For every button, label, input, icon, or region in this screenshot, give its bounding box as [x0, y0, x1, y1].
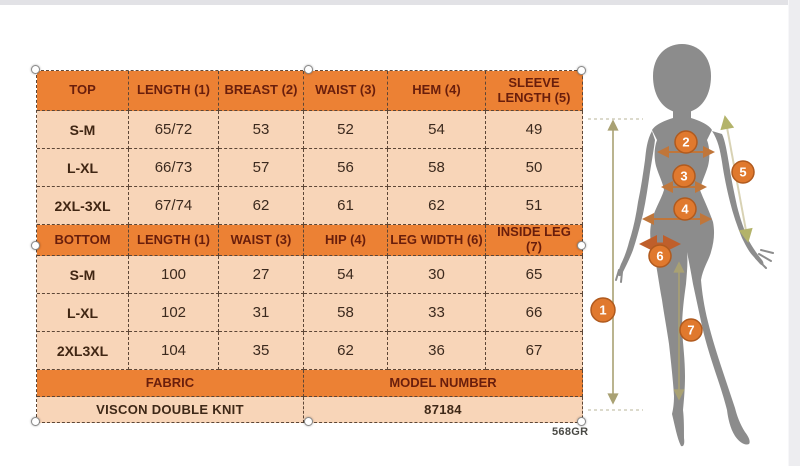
bottom-header-cell: HIP (4) — [304, 225, 388, 256]
value-cell: 54 — [304, 256, 388, 294]
selection-handle-top-middle[interactable] — [304, 65, 313, 74]
value-cell: 66/73 — [129, 149, 219, 187]
svg-text:2: 2 — [682, 135, 689, 150]
value-cell: 51 — [486, 187, 583, 225]
marker-circle-7: 7 — [679, 318, 703, 342]
marker-circle-5: 5 — [731, 160, 755, 184]
female-silhouette — [615, 44, 774, 447]
selection-handle-bottom-right[interactable] — [577, 417, 586, 426]
value-cell: 66 — [486, 294, 583, 332]
value-cell: 31 — [219, 294, 304, 332]
value-cell: 102 — [129, 294, 219, 332]
model-number-header-cell: MODEL NUMBER — [304, 370, 583, 397]
value-cell: 52 — [304, 111, 388, 149]
fabric-value-cell: VISCON DOUBLE KNIT — [37, 397, 304, 423]
marker-circle-3: 3 — [672, 164, 696, 188]
size-cell: S-M — [37, 256, 129, 294]
top-edge-strip — [0, 0, 800, 5]
value-cell: 100 — [129, 256, 219, 294]
value-cell: 62 — [388, 187, 486, 225]
silhouette-head — [653, 44, 711, 112]
value-cell: 67 — [486, 332, 583, 370]
value-cell: 50 — [486, 149, 583, 187]
measure-arrow-length — [588, 118, 643, 411]
value-cell: 36 — [388, 332, 486, 370]
value-cell: 65 — [486, 256, 583, 294]
fabric-header-cell: FABRIC — [37, 370, 304, 397]
selection-handle-bottom-left[interactable] — [31, 417, 40, 426]
size-cell: L-XL — [37, 294, 129, 332]
bottom-header-cell: BOTTOM — [37, 225, 129, 256]
value-cell: 53 — [219, 111, 304, 149]
size-cell: S-M — [37, 111, 129, 149]
top-header-cell: HEM (4) — [388, 71, 486, 111]
value-cell: 56 — [304, 149, 388, 187]
selection-handle-middle-right[interactable] — [577, 241, 586, 250]
selection-handle-top-left[interactable] — [31, 65, 40, 74]
value-cell: 58 — [388, 149, 486, 187]
value-cell: 62 — [304, 332, 388, 370]
model-figure: 1 2 3 4 5 6 7 — [588, 44, 774, 447]
selection-handle-middle-left[interactable] — [31, 241, 40, 250]
value-cell: 49 — [486, 111, 583, 149]
value-cell: 61 — [304, 187, 388, 225]
value-cell: 57 — [219, 149, 304, 187]
marker-circle-2: 2 — [674, 130, 698, 154]
size-chart-table: TOP LENGTH (1) BREAST (2) WAIST (3) HEM … — [36, 70, 583, 423]
selection-handle-bottom-middle[interactable] — [304, 417, 313, 426]
value-cell: 62 — [219, 187, 304, 225]
value-cell: 35 — [219, 332, 304, 370]
value-cell: 27 — [219, 256, 304, 294]
svg-text:5: 5 — [739, 165, 746, 180]
top-header-cell: LENGTH (1) — [129, 71, 219, 111]
marker-circle-1: 1 — [590, 297, 616, 323]
value-cell: 54 — [388, 111, 486, 149]
value-cell: 104 — [129, 332, 219, 370]
top-header-cell: WAIST (3) — [304, 71, 388, 111]
selection-handle-top-right[interactable] — [577, 66, 586, 75]
value-cell: 67/74 — [129, 187, 219, 225]
bottom-header-cell: WAIST (3) — [219, 225, 304, 256]
watermark-code: 568GR — [552, 426, 589, 438]
svg-text:6: 6 — [656, 249, 663, 264]
svg-text:1: 1 — [599, 303, 606, 318]
value-cell: 33 — [388, 294, 486, 332]
svg-text:3: 3 — [680, 169, 687, 184]
top-header-cell: TOP — [37, 71, 129, 111]
svg-text:7: 7 — [687, 323, 694, 338]
top-header-cell: BREAST (2) — [219, 71, 304, 111]
silhouette-left-arm — [617, 131, 655, 277]
value-cell: 65/72 — [129, 111, 219, 149]
bottom-header-cell: LENGTH (1) — [129, 225, 219, 256]
silhouette-torso-legs — [650, 104, 750, 447]
size-cell: 2XL-3XL — [37, 187, 129, 225]
marker-circle-6: 6 — [648, 244, 672, 268]
right-edge-strip — [788, 0, 800, 466]
marker-circle-4: 4 — [673, 197, 697, 221]
size-cell: L-XL — [37, 149, 129, 187]
svg-text:4: 4 — [681, 202, 689, 217]
marker-circles: 1 2 3 4 5 6 7 — [590, 130, 755, 342]
value-cell: 30 — [388, 256, 486, 294]
bottom-header-cell: LEG WIDTH (6) — [388, 225, 486, 256]
value-cell: 58 — [304, 294, 388, 332]
silhouette-right-arm — [712, 131, 764, 266]
model-number-value-cell: 87184 — [304, 397, 583, 423]
top-header-cell: SLEEVE LENGTH (5) — [486, 71, 583, 111]
size-cell: 2XL3XL — [37, 332, 129, 370]
bottom-header-cell: INSIDE LEG (7) — [486, 225, 583, 256]
